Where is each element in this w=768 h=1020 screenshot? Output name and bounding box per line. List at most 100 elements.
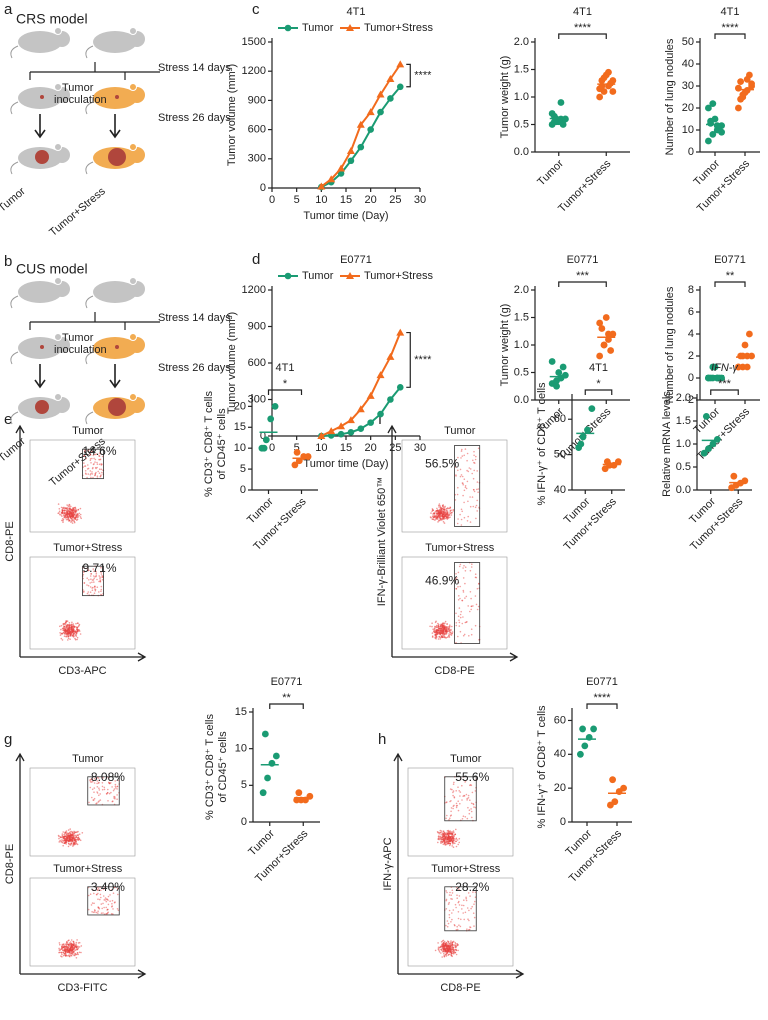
event-dot (471, 563, 473, 565)
event-dot (455, 834, 457, 836)
x-tick-label: Tumor (246, 827, 277, 858)
event-dot (451, 807, 453, 809)
event-dot (439, 636, 441, 638)
event-dot (450, 942, 452, 944)
data-point (744, 364, 751, 371)
event-dot (452, 942, 454, 944)
event-dot (69, 942, 71, 944)
y-axis-label: IFN-γ-Brilliant Violet 650™ (376, 477, 388, 606)
event-dot (97, 792, 99, 794)
event-dot (460, 457, 462, 459)
event-dot (96, 579, 98, 581)
event-dot (68, 829, 70, 831)
event-dot (59, 626, 61, 628)
event-dot (446, 944, 448, 946)
event-dot (458, 619, 460, 621)
event-dot (74, 843, 76, 845)
event-dot (448, 923, 450, 925)
x-tick-label: 15 (340, 194, 352, 206)
y-tick-label: 0 (560, 816, 566, 828)
data-point (295, 789, 302, 796)
data-point (601, 342, 608, 349)
event-dot (455, 946, 457, 948)
event-dot (463, 899, 465, 901)
event-dot (62, 831, 64, 833)
tumor (108, 398, 126, 416)
event-dot (460, 476, 462, 478)
event-dot (101, 576, 103, 578)
event-dot (73, 835, 75, 837)
group-label: Tumor+Stress (53, 542, 122, 554)
event-dot (469, 496, 471, 498)
legend-label: Tumor+Stress (364, 22, 433, 34)
event-dot (460, 919, 462, 921)
data-point (707, 118, 714, 125)
event-dot (442, 508, 444, 510)
event-dot (443, 838, 445, 840)
event-dot (449, 832, 451, 834)
event-dot (462, 455, 464, 457)
y-tick-label: 900 (248, 94, 266, 106)
schematic-title: CUS model (16, 261, 88, 277)
event-dot (439, 638, 441, 640)
event-dot (445, 950, 447, 952)
event-dot (461, 905, 463, 907)
event-dot (477, 491, 479, 493)
data-point (261, 445, 268, 452)
event-dot (58, 512, 60, 514)
event-dot (71, 624, 73, 626)
event-dot (100, 474, 102, 476)
event-dot (457, 487, 459, 489)
event-dot (73, 516, 75, 518)
event-dot (104, 789, 106, 791)
event-dot (459, 607, 461, 609)
event-dot (448, 626, 450, 628)
event-dot (462, 567, 464, 569)
event-dot (71, 626, 73, 628)
group-label: Tumor (444, 425, 476, 437)
event-dot (437, 832, 439, 834)
event-dot (437, 942, 439, 944)
event-dot (436, 518, 438, 520)
event-dot (76, 942, 78, 944)
event-dot (436, 510, 438, 512)
event-dot (65, 955, 67, 957)
data-point (580, 434, 587, 441)
significance-bracket (406, 333, 410, 388)
event-dot (86, 458, 88, 460)
event-dot (449, 892, 451, 894)
event-dot (96, 462, 98, 464)
event-dot (450, 811, 452, 813)
event-dot (468, 797, 470, 799)
event-dot (447, 512, 449, 514)
event-dot (446, 815, 448, 817)
y-tick-label: 10 (235, 743, 247, 755)
marker (396, 329, 404, 336)
event-dot (444, 844, 446, 846)
event-dot (97, 586, 99, 588)
event-dot (64, 513, 66, 515)
legend-label: Tumor+Stress (364, 270, 433, 282)
event-dot (106, 898, 108, 900)
event-dot (76, 639, 78, 641)
event-dot (475, 577, 477, 579)
event-dot (67, 834, 69, 836)
event-dot (461, 450, 463, 452)
event-dot (95, 459, 97, 461)
event-dot (60, 634, 62, 636)
significance-bracket (715, 282, 745, 287)
event-dot (79, 942, 81, 944)
event-dot (73, 633, 75, 635)
event-dot (90, 578, 92, 580)
event-dot (463, 502, 465, 504)
event-dot (465, 897, 467, 899)
event-dot (73, 833, 75, 835)
event-dot (76, 835, 78, 837)
event-dot (102, 786, 104, 788)
event-dot (472, 792, 474, 794)
event-dot (64, 838, 66, 840)
event-dot (69, 828, 71, 830)
event-dot (91, 904, 93, 906)
event-dot (452, 944, 454, 946)
event-dot (450, 945, 452, 947)
